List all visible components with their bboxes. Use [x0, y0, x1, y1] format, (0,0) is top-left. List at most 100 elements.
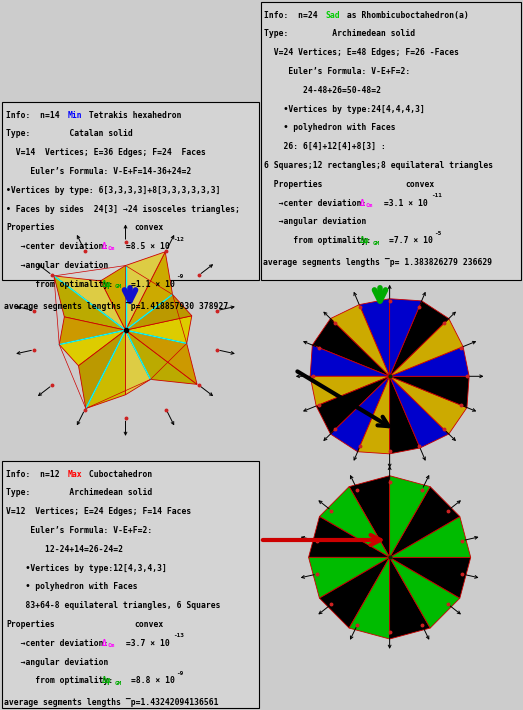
Text: -9: -9	[176, 671, 184, 676]
Text: Type:         Archimedean solid: Type: Archimedean solid	[264, 29, 415, 38]
Polygon shape	[390, 376, 467, 434]
Polygon shape	[359, 299, 390, 376]
Text: →angular deviation: →angular deviation	[264, 217, 367, 226]
Polygon shape	[59, 317, 126, 344]
Text: →center deviation:: →center deviation:	[6, 242, 113, 251]
Text: 6 Squares;12 rectangles;8 equilateral triangles: 6 Squares;12 rectangles;8 equilateral tr…	[264, 161, 493, 170]
Polygon shape	[126, 252, 173, 330]
Polygon shape	[390, 346, 469, 376]
Polygon shape	[390, 476, 430, 557]
Text: •Vertices by type:24[4,4,4,3]: •Vertices by type:24[4,4,4,3]	[264, 104, 425, 114]
Text: =8.8 × 10: =8.8 × 10	[131, 677, 175, 685]
Polygon shape	[349, 476, 390, 557]
Polygon shape	[126, 330, 197, 384]
Text: Euler’s Formula: V-E+F=14-36+24=2: Euler’s Formula: V-E+F=14-36+24=2	[6, 167, 191, 176]
Polygon shape	[126, 316, 192, 344]
Polygon shape	[126, 330, 197, 384]
Text: -11: -11	[431, 193, 442, 198]
Text: •Vertices by type: 6[3,3,3,3]+8[3,3,3,3,3,3]: •Vertices by type: 6[3,3,3,3]+8[3,3,3,3,…	[6, 186, 221, 195]
Text: Properties: Properties	[6, 224, 55, 232]
Text: GM: GM	[115, 284, 122, 289]
Text: Euler’s Formula: V-E+F=2:: Euler’s Formula: V-E+F=2:	[6, 526, 152, 535]
Text: Δ: Δ	[360, 199, 365, 207]
Text: Δφ: Δφ	[360, 236, 370, 245]
Text: Cm: Cm	[108, 246, 115, 251]
Polygon shape	[312, 319, 390, 376]
Polygon shape	[331, 305, 390, 376]
Polygon shape	[86, 330, 126, 408]
Text: -13: -13	[174, 633, 185, 638]
Text: V=14  Vertices; E=36 Edges; F=24  Faces: V=14 Vertices; E=36 Edges; F=24 Faces	[6, 148, 206, 157]
Polygon shape	[390, 299, 422, 376]
Polygon shape	[390, 486, 460, 557]
Text: Cm: Cm	[108, 643, 115, 648]
Text: Δ: Δ	[102, 242, 107, 251]
Text: =3.1 × 10: =3.1 × 10	[379, 199, 428, 207]
Text: Info:  n=12: Info: n=12	[6, 469, 70, 479]
Polygon shape	[358, 376, 390, 454]
Text: -9: -9	[176, 274, 184, 279]
Polygon shape	[331, 376, 390, 452]
Text: as Rhombicuboctahedron(a): as Rhombicuboctahedron(a)	[342, 11, 468, 19]
Polygon shape	[316, 376, 390, 434]
Text: from optimality:: from optimality:	[6, 280, 118, 289]
Text: -5: -5	[434, 231, 441, 236]
Polygon shape	[390, 319, 463, 376]
Polygon shape	[126, 252, 165, 330]
Polygon shape	[310, 376, 390, 406]
Text: Sad: Sad	[326, 11, 340, 19]
Text: →angular deviation: →angular deviation	[6, 657, 109, 667]
Text: Properties: Properties	[6, 620, 55, 629]
Text: 83+64-8 equilateral triangles, 6 Squares: 83+64-8 equilateral triangles, 6 Squares	[6, 601, 221, 610]
FancyBboxPatch shape	[261, 2, 521, 280]
Polygon shape	[390, 376, 449, 448]
Polygon shape	[59, 330, 126, 366]
Text: convex: convex	[134, 620, 164, 629]
Polygon shape	[78, 330, 126, 408]
Text: •Vertices by type:12[4,3,4,3]: •Vertices by type:12[4,3,4,3]	[6, 564, 167, 572]
Text: Cm: Cm	[366, 203, 373, 208]
Polygon shape	[309, 557, 390, 598]
Text: =1.1 × 10: =1.1 × 10	[131, 280, 175, 289]
Text: =8.5 × 10: =8.5 × 10	[121, 242, 170, 251]
Text: Properties: Properties	[264, 180, 323, 189]
Text: 24-48+26=50-48=2: 24-48+26=50-48=2	[264, 86, 381, 94]
Text: • Faces by sides  24[3] →24 isosceles triangles;: • Faces by sides 24[3] →24 isosceles tri…	[6, 204, 240, 214]
Text: =3.7 × 10: =3.7 × 10	[121, 639, 170, 648]
Text: →angular deviation: →angular deviation	[6, 261, 109, 270]
Text: Info:  n=14: Info: n=14	[6, 111, 70, 119]
Polygon shape	[390, 376, 469, 408]
Polygon shape	[349, 557, 390, 639]
Polygon shape	[320, 486, 390, 557]
Text: convex: convex	[134, 224, 164, 232]
Text: average segments lengths ̅p=1.418857930 378927: average segments lengths ̅p=1.418857930 …	[4, 302, 228, 310]
Text: V=12  Vertices; E=24 Edges; F=14 Faces: V=12 Vertices; E=24 Edges; F=14 Faces	[6, 507, 191, 516]
Polygon shape	[390, 301, 449, 376]
Text: • polyhedron with Faces: • polyhedron with Faces	[264, 124, 396, 132]
Text: →center deviation:: →center deviation:	[264, 199, 371, 207]
Polygon shape	[54, 276, 126, 330]
Polygon shape	[390, 557, 430, 639]
Polygon shape	[390, 517, 471, 557]
Polygon shape	[390, 376, 420, 454]
Polygon shape	[310, 345, 390, 376]
Text: Euler’s Formula: V-E+F=2:: Euler’s Formula: V-E+F=2:	[264, 67, 411, 76]
Text: 12-24+14=26-24=2: 12-24+14=26-24=2	[6, 545, 123, 554]
Polygon shape	[126, 295, 192, 330]
Text: convex: convex	[405, 180, 435, 189]
Text: Min: Min	[68, 111, 83, 119]
Text: V=24 Vertices; E=48 Edges; F=26 -Faces: V=24 Vertices; E=48 Edges; F=26 -Faces	[264, 48, 459, 57]
Polygon shape	[390, 557, 471, 598]
Text: Tetrakis hexahedron: Tetrakis hexahedron	[84, 111, 181, 119]
Text: from optimality:: from optimality:	[264, 236, 376, 245]
Text: 26: 6[4]+12[4]+8[3] :: 26: 6[4]+12[4]+8[3] :	[264, 142, 386, 151]
Polygon shape	[390, 557, 460, 628]
Text: Δ: Δ	[102, 639, 107, 648]
FancyBboxPatch shape	[2, 102, 259, 280]
Text: GM: GM	[115, 681, 122, 686]
Text: Δφ: Δφ	[102, 677, 111, 685]
Text: • polyhedron with Faces: • polyhedron with Faces	[6, 582, 138, 591]
Text: average segments lengths ̅p= 1.383826279 236629: average segments lengths ̅p= 1.383826279…	[263, 258, 492, 267]
Text: -12: -12	[174, 236, 185, 241]
Polygon shape	[100, 266, 126, 330]
